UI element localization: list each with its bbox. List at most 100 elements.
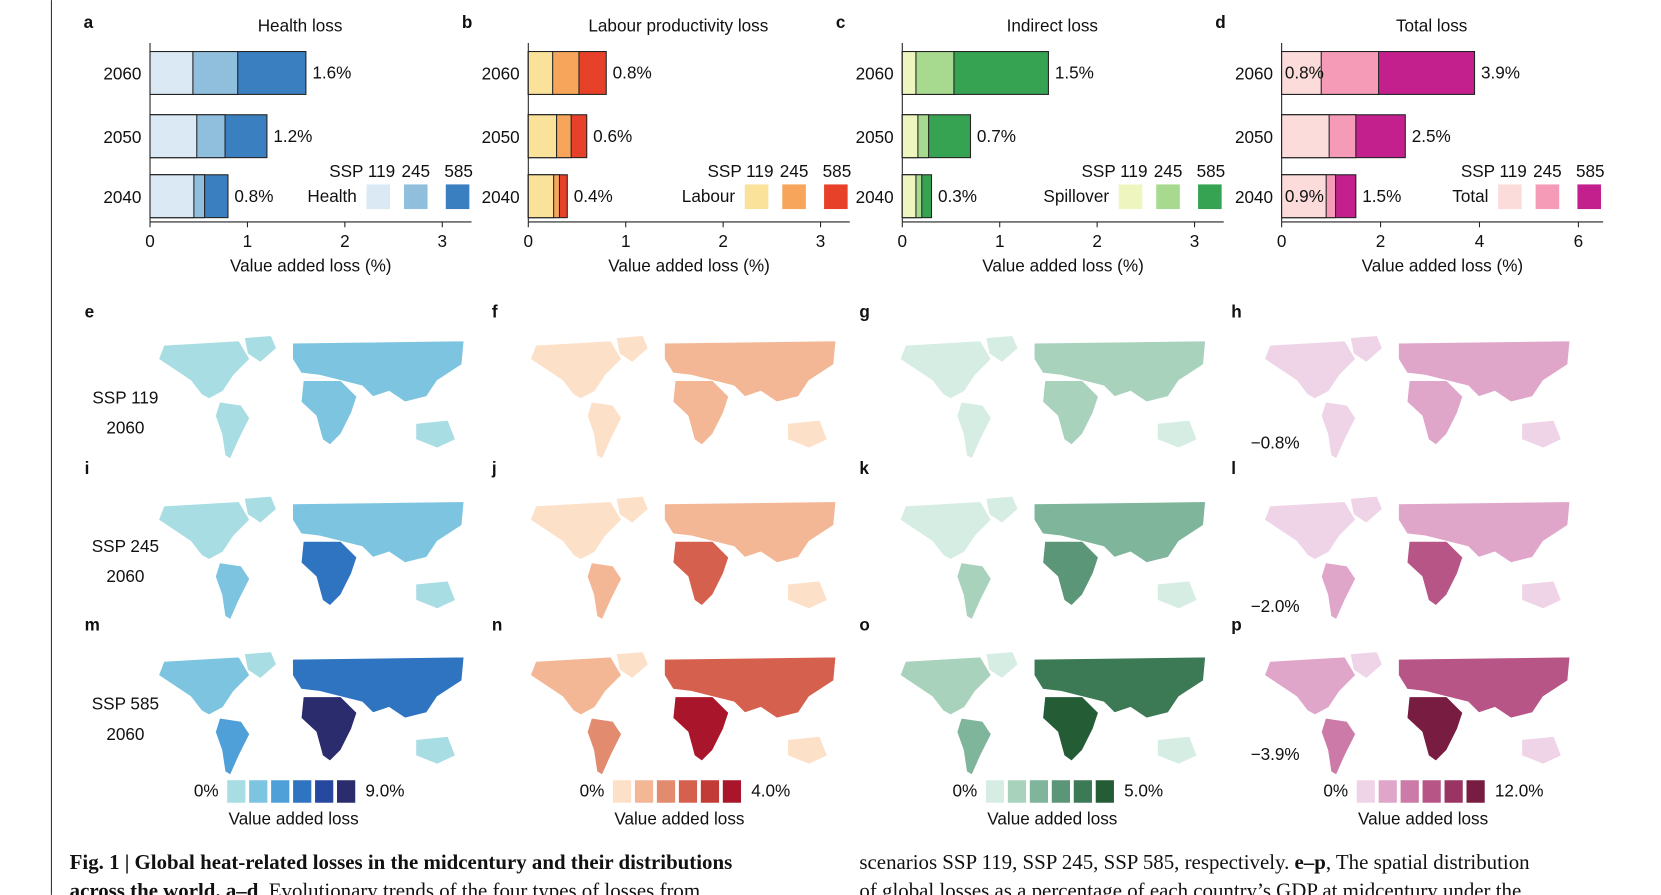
legend-swatch xyxy=(403,184,428,210)
map-region xyxy=(787,580,828,610)
value-label: 1.2% xyxy=(273,126,312,146)
panel-letter: a xyxy=(84,12,94,32)
map-region xyxy=(672,380,730,446)
map-region xyxy=(663,340,837,403)
map-region xyxy=(292,340,465,403)
map-region xyxy=(1263,501,1357,560)
colorbar-swatch xyxy=(1422,780,1441,803)
colorbar-swatch xyxy=(1356,780,1375,803)
value-label: 1.5% xyxy=(1055,63,1094,83)
map-region xyxy=(985,651,1019,679)
map-region xyxy=(1349,495,1383,524)
panel-letter: m xyxy=(85,614,100,634)
map-region xyxy=(243,651,277,679)
colorbar-swatch xyxy=(1378,780,1397,803)
min-label: −0.8% xyxy=(1251,432,1300,452)
map-region xyxy=(1263,656,1357,716)
bar xyxy=(149,51,194,95)
world-map xyxy=(899,651,1207,776)
value-label: 1.5% xyxy=(1362,186,1401,206)
y-tick-label: 2040 xyxy=(103,187,141,207)
colorbar-swatch xyxy=(985,780,1005,803)
x-axis-label: Value added loss (%) xyxy=(982,255,1144,275)
legend-label: Spillover xyxy=(1043,186,1109,206)
map-region xyxy=(1521,419,1562,449)
caption-line: across the world. a–d, Evolutionary tren… xyxy=(70,879,700,895)
map-region xyxy=(1398,656,1571,719)
map-region xyxy=(956,717,992,776)
map-region xyxy=(415,735,456,765)
y-tick-label: 2060 xyxy=(103,64,141,84)
bar xyxy=(527,174,555,219)
map-region xyxy=(529,656,623,716)
caption-text: Fig. 1 | Global heat-related losses in t… xyxy=(70,850,733,874)
value-label: 0.7% xyxy=(977,126,1016,146)
caption-text: across the world. xyxy=(70,879,221,895)
legend-swatch xyxy=(744,184,769,210)
value-label: 0.8% xyxy=(613,63,652,83)
panel-letter: n xyxy=(492,614,502,634)
x-tick-label: 3 xyxy=(1190,231,1200,251)
legend-header: 245 xyxy=(1533,161,1562,181)
map-region xyxy=(1320,401,1357,460)
map-region xyxy=(214,717,251,776)
map-region xyxy=(1406,696,1464,762)
legend-swatch xyxy=(445,184,470,210)
y-tick-label: 2050 xyxy=(482,127,520,147)
panel-letter: b xyxy=(462,12,472,32)
y-tick-label: 2060 xyxy=(482,64,520,84)
panel-letter: d xyxy=(1215,12,1225,32)
legend-header: SSP 119 xyxy=(1081,161,1147,181)
legend-header: 245 xyxy=(780,161,809,181)
caption-line: of global losses as a percentage of each… xyxy=(859,879,1521,895)
map-region xyxy=(1398,340,1571,403)
map-region xyxy=(787,735,828,765)
colorbar-max: 4.0% xyxy=(751,781,790,801)
legend-header: SSP 119 xyxy=(1461,161,1527,181)
colorbar-swatch xyxy=(1029,780,1049,803)
colorbar-swatch xyxy=(1073,780,1092,803)
x-tick-label: 1 xyxy=(995,231,1005,251)
map-region xyxy=(1042,540,1099,607)
panel-letter: j xyxy=(491,458,497,478)
colorbar-swatch xyxy=(634,780,654,803)
map-region xyxy=(615,651,649,679)
y-tick-label: 2040 xyxy=(482,187,520,207)
map-region xyxy=(985,335,1019,363)
colorbar-title: Value added loss xyxy=(229,808,359,828)
map-region xyxy=(663,656,837,719)
caption-text: , The spatial distribution xyxy=(1326,850,1530,874)
colorbar-title: Value added loss xyxy=(987,808,1117,828)
map-region xyxy=(787,419,828,449)
map-region xyxy=(529,501,623,560)
bar xyxy=(1281,174,1327,219)
y-tick-label: 2060 xyxy=(1235,64,1273,84)
map-region xyxy=(956,562,992,621)
map-region xyxy=(415,419,456,449)
legend-header: 585 xyxy=(823,161,852,181)
legend-swatch xyxy=(1198,184,1222,210)
legend-swatch xyxy=(782,184,806,210)
legend-swatch xyxy=(1577,184,1601,210)
map-region xyxy=(1033,656,1207,719)
colorbar-swatch xyxy=(271,780,290,803)
map-region xyxy=(1156,419,1198,449)
colorbar-max: 12.0% xyxy=(1495,781,1544,801)
colorbar-swatch xyxy=(249,780,268,803)
colorbar-swatch xyxy=(227,780,246,803)
value-label: 0.6% xyxy=(593,126,632,146)
map-region xyxy=(292,501,465,564)
y-tick-label: 2050 xyxy=(1235,127,1273,147)
colorbar-swatch xyxy=(1095,780,1114,803)
caption-line: scenarios SSP 119, SSP 245, SSP 585, res… xyxy=(859,850,1530,874)
world-map xyxy=(158,495,465,621)
panel-letter: p xyxy=(1231,614,1241,634)
caption-line: Fig. 1 | Global heat-related losses in t… xyxy=(70,850,733,874)
world-map xyxy=(1263,651,1571,776)
colorbar-swatch xyxy=(1051,780,1071,803)
map-region xyxy=(1349,651,1383,679)
legend-label: Labour xyxy=(682,186,736,206)
row-scenario: SSP 119 xyxy=(92,387,158,407)
world-map xyxy=(158,651,465,776)
map-region xyxy=(300,380,358,446)
